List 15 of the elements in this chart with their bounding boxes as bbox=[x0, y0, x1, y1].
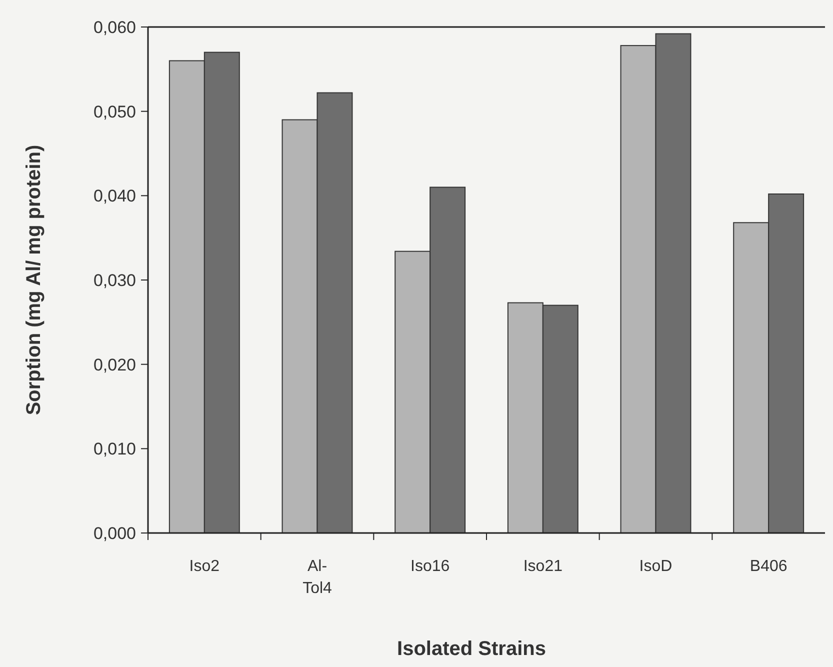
y-tick-label: 0,040 bbox=[93, 186, 136, 206]
x-tick-label: Iso2 bbox=[189, 558, 220, 575]
y-axis-title: Sorption (mg Al/ mg protein) bbox=[23, 144, 45, 416]
x-tick-label: B406 bbox=[750, 558, 788, 575]
x-axis-title: Isolated Strains bbox=[397, 638, 546, 660]
y-tick-label: 0,060 bbox=[93, 18, 136, 37]
y-tick-label: 0,010 bbox=[93, 440, 136, 459]
x-tick-label: Iso16 bbox=[410, 558, 450, 575]
y-tick-label: 0,020 bbox=[93, 355, 136, 374]
y-tick-label: 0,030 bbox=[93, 270, 136, 290]
x-tick-label: IsoD bbox=[639, 558, 672, 575]
x-tick-label: Iso21 bbox=[523, 558, 563, 575]
x-tick-label: Al-Tol4 bbox=[302, 558, 332, 597]
y-tick-label: 0,000 bbox=[93, 524, 136, 543]
y-tick-label: 0,050 bbox=[93, 102, 136, 122]
